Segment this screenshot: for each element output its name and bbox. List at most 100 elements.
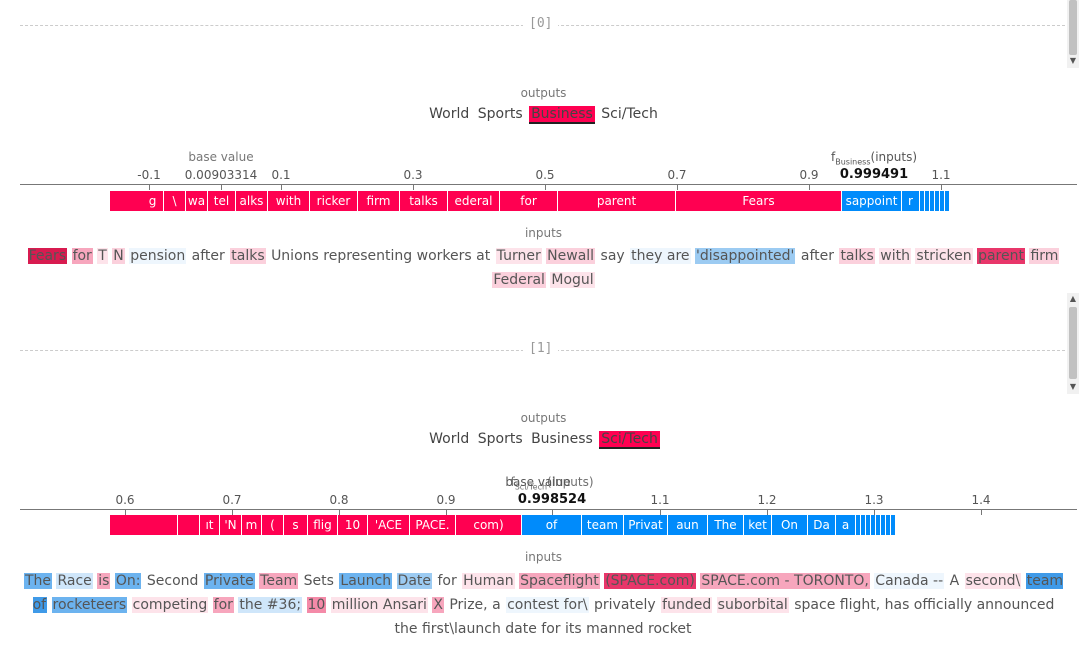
force-negative-segment[interactable] — [886, 515, 890, 535]
input-token[interactable]: suborbital — [716, 597, 789, 613]
force-positive-segment[interactable] — [158, 515, 177, 535]
force-positive-segment[interactable]: wa — [186, 191, 207, 211]
force-positive-segment[interactable] — [110, 515, 114, 535]
force-negative-segment[interactable]: Privat — [624, 515, 667, 535]
scrollbar-thumb[interactable] — [1069, 307, 1077, 379]
force-negative-segment[interactable] — [881, 515, 885, 535]
input-token[interactable]: Fears — [27, 248, 68, 264]
force-positive-segment[interactable]: 'N — [220, 515, 241, 535]
input-token[interactable]: the #36; — [238, 597, 303, 613]
force-positive-segment[interactable] — [146, 515, 150, 535]
force-negative-segment[interactable] — [861, 515, 865, 535]
input-token[interactable]: stricken — [915, 248, 973, 264]
force-positive-segment[interactable] — [134, 191, 138, 211]
input-token[interactable]: 10 — [306, 597, 327, 613]
force-negative-segment[interactable]: aun — [668, 515, 707, 535]
input-token[interactable]: is — [97, 573, 111, 589]
input-token[interactable]: 'disappointed' — [694, 248, 796, 264]
force-negative-segment[interactable]: team — [582, 515, 623, 535]
output-class[interactable]: World — [429, 106, 470, 122]
force-positive-segment[interactable] — [118, 191, 122, 211]
input-token[interactable]: Second — [146, 573, 199, 589]
force-positive-segment[interactable]: \ — [164, 191, 185, 211]
force-positive-segment[interactable]: ( — [262, 515, 283, 535]
input-token[interactable]: Team — [259, 573, 299, 589]
force-negative-segment[interactable] — [891, 515, 895, 535]
input-token[interactable]: rocketeers — [51, 597, 128, 613]
force-positive-segment[interactable]: flig — [308, 515, 337, 535]
force-positive-segment[interactable]: s — [284, 515, 307, 535]
force-positive-segment[interactable] — [138, 515, 142, 535]
scrollbar[interactable]: ▲ ▼ — [1067, 293, 1079, 394]
force-positive-segment[interactable] — [130, 515, 134, 535]
force-negative-segment[interactable] — [935, 191, 939, 211]
force-negative-segment[interactable]: Da — [808, 515, 835, 535]
input-token[interactable]: funded — [661, 597, 713, 613]
force-positive-segment[interactable]: alks — [236, 191, 267, 211]
force-negative-segment[interactable] — [930, 191, 934, 211]
input-token[interactable]: SPACE.com - TORONTO, — [700, 573, 870, 589]
force-positive-segment[interactable] — [134, 515, 138, 535]
input-token[interactable]: for — [71, 248, 93, 264]
force-positive-segment[interactable] — [138, 191, 142, 211]
force-positive-segment[interactable] — [114, 515, 118, 535]
input-token[interactable]: Launch — [339, 573, 393, 589]
output-class[interactable]: Business — [531, 431, 593, 447]
force-negative-segment[interactable]: sappoint — [842, 191, 901, 211]
force-positive-segment[interactable]: firm — [358, 191, 399, 211]
force-positive-segment[interactable]: parent — [558, 191, 675, 211]
input-token[interactable]: Sets — [303, 573, 334, 589]
input-token[interactable]: Race — [56, 573, 93, 589]
input-token[interactable]: X — [432, 597, 444, 613]
input-token[interactable]: million Ansari — [330, 597, 428, 613]
input-token[interactable]: N — [112, 248, 125, 264]
force-positive-segment[interactable] — [150, 515, 154, 535]
input-token[interactable]: Unions representing workers at — [271, 248, 491, 264]
force-positive-segment[interactable]: with — [268, 191, 309, 211]
force-positive-segment[interactable]: ederal — [448, 191, 499, 211]
scroll-down-arrow-icon[interactable]: ▼ — [1069, 382, 1077, 391]
input-token[interactable]: privately — [594, 597, 656, 613]
force-positive-segment[interactable]: 'ACE — [368, 515, 409, 535]
input-token[interactable]: Turner — [495, 248, 542, 264]
input-token[interactable]: Mogul — [550, 272, 595, 288]
input-token[interactable]: Newall — [546, 248, 596, 264]
input-token[interactable]: On: — [114, 573, 142, 589]
input-token[interactable]: Federal — [492, 272, 546, 288]
force-positive-segment[interactable]: com) — [456, 515, 521, 535]
input-token[interactable]: The — [23, 573, 52, 589]
force-negative-segment[interactable] — [945, 191, 949, 211]
input-token[interactable]: Canada -- — [874, 573, 945, 589]
output-class[interactable]: Sci/Tech — [601, 106, 658, 122]
output-class[interactable]: Sports — [477, 106, 523, 122]
input-token[interactable]: pension — [129, 248, 187, 264]
force-negative-segment[interactable] — [876, 515, 880, 535]
force-positive-segment[interactable] — [110, 191, 114, 211]
force-negative-segment[interactable] — [925, 191, 929, 211]
input-token[interactable]: they are — [630, 248, 691, 264]
input-token[interactable]: Human — [462, 573, 515, 589]
force-positive-segment[interactable]: tel — [208, 191, 235, 211]
force-positive-segment[interactable] — [126, 515, 130, 535]
input-token[interactable]: with — [879, 248, 911, 264]
force-negative-segment[interactable]: of — [522, 515, 581, 535]
input-token[interactable]: Prize, a — [449, 597, 501, 613]
force-positive-segment[interactable]: PACE. — [410, 515, 455, 535]
input-token[interactable]: A — [949, 573, 960, 589]
input-token[interactable]: space flight, has officially announced t… — [394, 597, 1055, 637]
force-positive-segment[interactable]: Fears — [676, 191, 841, 211]
input-token[interactable]: for — [212, 597, 234, 613]
force-positive-segment[interactable] — [122, 191, 126, 211]
force-positive-segment[interactable] — [118, 515, 122, 535]
input-token[interactable]: Date — [396, 573, 433, 589]
force-negative-segment[interactable] — [866, 515, 870, 535]
input-token[interactable]: after — [800, 248, 834, 264]
scroll-up-arrow-icon[interactable]: ▲ — [1069, 294, 1077, 303]
input-token[interactable]: parent — [977, 248, 1025, 264]
force-negative-segment[interactable]: ket — [744, 515, 771, 535]
input-token[interactable]: after — [191, 248, 225, 264]
force-positive-segment[interactable]: ıt — [200, 515, 219, 535]
input-token[interactable]: Spaceflight — [519, 573, 600, 589]
force-negative-segment[interactable] — [856, 515, 860, 535]
scrollbar-thumb[interactable] — [1069, 0, 1077, 55]
